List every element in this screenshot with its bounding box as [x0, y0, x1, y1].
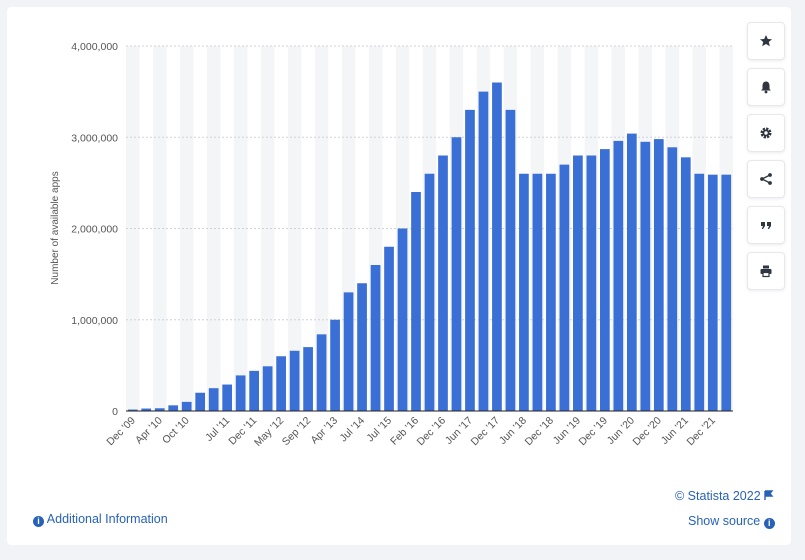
bar[interactable]	[195, 392, 206, 411]
x-tick-label: Dec '09	[104, 415, 138, 449]
bar[interactable]	[343, 292, 354, 411]
y-axis-label: Number of available apps	[50, 171, 61, 284]
print-icon	[760, 265, 772, 278]
cite-quote-button[interactable]	[747, 206, 785, 244]
bar[interactable]	[438, 155, 448, 412]
bar[interactable]	[586, 155, 597, 412]
bar[interactable]	[289, 350, 300, 411]
x-tick-label: Apr '13	[308, 415, 340, 447]
y-tick-label: 2,000,000	[71, 224, 118, 236]
bar[interactable]	[519, 173, 529, 411]
column-band	[233, 46, 248, 411]
x-tick-label: Dec '20	[630, 415, 664, 449]
y-tick-label: 1,000,000	[71, 315, 118, 327]
bar[interactable]	[154, 408, 165, 411]
share-button[interactable]	[747, 160, 785, 198]
bar[interactable]	[694, 173, 705, 411]
bar[interactable]	[478, 91, 489, 411]
settings-gear-icon	[760, 127, 772, 139]
bar[interactable]	[667, 147, 678, 411]
x-tick-label: Feb '16	[388, 415, 421, 448]
show-source-label: Show source	[688, 514, 761, 528]
bar[interactable]	[141, 408, 152, 411]
bar[interactable]	[505, 109, 516, 411]
statista-credit-link[interactable]: © Statista 2022	[675, 489, 774, 503]
favorite-star-button[interactable]	[747, 22, 785, 60]
x-tick-label: Dec '17	[469, 415, 503, 449]
x-tick-label: Dec '16	[415, 415, 449, 449]
x-tick-label: Dec '18	[523, 415, 557, 449]
bar[interactable]	[222, 384, 233, 411]
bar[interactable]	[465, 109, 475, 411]
flag-icon	[764, 490, 774, 500]
info-icon: i	[33, 516, 44, 527]
x-tick-label: Oct '10	[160, 415, 192, 447]
bar[interactable]	[276, 356, 286, 411]
bar[interactable]	[653, 139, 664, 411]
settings-gear-button[interactable]	[747, 114, 785, 152]
x-tick-label: Dec '19	[577, 415, 611, 449]
bars	[127, 82, 732, 412]
bar[interactable]	[707, 174, 718, 411]
bar[interactable]	[721, 174, 732, 411]
bar[interactable]	[370, 265, 381, 411]
bar[interactable]	[168, 405, 179, 411]
cite-quote-icon	[761, 222, 771, 229]
bar[interactable]	[249, 370, 260, 411]
bar[interactable]	[532, 173, 543, 411]
bar[interactable]	[599, 149, 610, 412]
bar[interactable]	[384, 246, 394, 411]
bar[interactable]	[451, 137, 462, 411]
bar[interactable]	[411, 192, 421, 411]
bar[interactable]	[492, 82, 502, 412]
bar[interactable]	[546, 173, 556, 411]
show-source-link[interactable]: Show source i	[688, 514, 775, 529]
statista-credit-text: © Statista 2022	[675, 489, 761, 503]
x-tick-label: Apr '10	[133, 415, 165, 447]
toolbar	[747, 22, 785, 298]
additional-information-link[interactable]: i Additional Information	[33, 512, 168, 527]
bar[interactable]	[424, 173, 435, 411]
column-band	[126, 46, 140, 411]
bar[interactable]	[181, 401, 192, 411]
x-tick-label: Dec '21	[684, 415, 718, 449]
bar[interactable]	[262, 366, 273, 411]
y-tick-labels: 0 1,000,000 2,000,000 3,000,000 4,000,000	[71, 41, 118, 418]
notification-bell-button[interactable]	[747, 68, 785, 106]
print-button[interactable]	[747, 252, 785, 290]
bar[interactable]	[626, 133, 637, 411]
bar[interactable]	[316, 334, 327, 411]
x-tick-label: May '12	[252, 415, 286, 449]
bar[interactable]	[127, 409, 138, 411]
bar[interactable]	[397, 228, 408, 412]
bar[interactable]	[330, 319, 340, 411]
y-tick-label: 0	[112, 406, 118, 418]
bar[interactable]	[573, 155, 583, 412]
bar[interactable]	[680, 157, 691, 411]
share-icon	[760, 173, 772, 185]
x-tick-label: Jul '14	[337, 415, 367, 445]
bar[interactable]	[640, 141, 651, 411]
favorite-star-icon	[760, 35, 772, 47]
y-tick-label: 4,000,000	[71, 41, 118, 53]
bar[interactable]	[303, 347, 313, 411]
y-tick-label: 3,000,000	[71, 132, 118, 144]
x-tick-label: Sep '12	[280, 415, 314, 449]
additional-information-label: Additional Information	[46, 512, 168, 526]
bar[interactable]	[613, 140, 624, 411]
bar[interactable]	[208, 388, 219, 411]
bar[interactable]	[235, 375, 246, 411]
notification-bell-icon	[761, 81, 771, 94]
bar[interactable]	[559, 164, 570, 411]
bar[interactable]	[357, 283, 367, 411]
info-icon: i	[763, 518, 775, 529]
